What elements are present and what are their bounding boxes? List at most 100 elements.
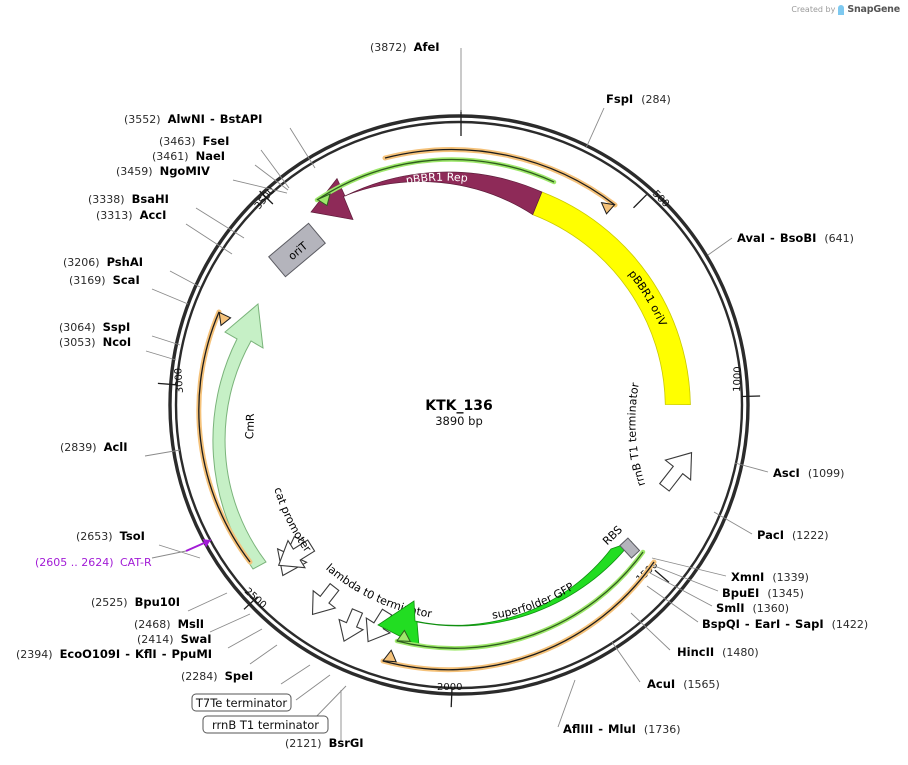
restriction-site-ngomiv[interactable]: (3459) NgoMIV [116, 164, 210, 178]
restriction-site-ecoo109i[interactable]: (2394) EcoO109I - KflI - PpuMI [16, 647, 212, 661]
site-name: NaeI [196, 149, 225, 163]
site-position: (2468) [134, 618, 171, 631]
restriction-site-bsahi[interactable]: (3338) BsaHI [88, 192, 169, 206]
restriction-site-fspi[interactable]: FspI (284) [606, 92, 671, 106]
site-name: AclI [104, 440, 128, 454]
restriction-site-afei[interactable]: (3872) AfeI [370, 40, 440, 54]
site-position: (3313) [96, 209, 133, 222]
site-position: (2525) [91, 596, 128, 609]
site-position: (641) [824, 232, 854, 245]
restriction-site-alwni[interactable]: (3552) AlwNI - BstAPI [124, 112, 262, 126]
restriction-site-afliii[interactable]: AflIII - MluI (1736) [563, 722, 680, 736]
feature-cat-promoter[interactable]: cat promoter [268, 480, 319, 582]
site-separator: - [745, 617, 750, 631]
watermark-brand: SnapGene [847, 4, 900, 15]
site-position: (1736) [644, 723, 681, 736]
restriction-site-scai[interactable]: (3169) ScaI [69, 273, 140, 287]
site-name: BsrGI [329, 736, 364, 750]
restriction-site-asci[interactable]: AscI (1099) [773, 466, 844, 480]
restriction-site-bpuei[interactable]: BpuEI (1345) [722, 586, 804, 600]
feature-pbbr1-oriv[interactable]: pBBR1 oriV [532, 191, 691, 406]
restriction-site-swai[interactable]: (2414) SwaI [137, 632, 212, 646]
site-position: (3461) [152, 150, 189, 163]
feature-label-cmr: CmR [243, 413, 257, 440]
site-position: (3053) [59, 336, 96, 349]
restriction-site-acci[interactable]: (3313) AccI [96, 208, 166, 222]
ruler-tick-3000: 3000 [157, 367, 186, 394]
site-leader-lines [144, 48, 769, 742]
snapgene-watermark: Created by SnapGene [791, 4, 900, 15]
site-position: (3459) [116, 165, 153, 178]
restriction-site-naei[interactable]: (3461) NaeI [152, 149, 225, 163]
site-position: (1345) [767, 587, 804, 600]
site-name: MslI [178, 617, 205, 631]
site-name: XmnI [731, 570, 764, 584]
site-name: PacI [757, 528, 784, 542]
restriction-site-bpu10i[interactable]: (2525) Bpu10I [91, 595, 180, 609]
restriction-site-smli[interactable]: SmlI (1360) [716, 601, 789, 615]
site-name: PshAI [107, 255, 143, 269]
boxed-label-text: rrnB T1 terminator [212, 718, 319, 732]
site-separator: - [598, 722, 603, 736]
restriction-site-msli[interactable]: (2468) MslI [134, 617, 204, 631]
feature-lambda-t0-terminator[interactable]: lambda t0 terminator [301, 560, 444, 649]
restriction-site-acli[interactable]: (2839) AclI [60, 440, 128, 454]
ruler-tick-2000: 2000 [437, 682, 462, 708]
site-name: BstAPI [220, 112, 263, 126]
plasmid-backbone [168, 114, 750, 696]
feature-cmr[interactable]: CmR [212, 303, 267, 570]
site-position: (2121) [285, 737, 322, 750]
restriction-site-avai[interactable]: AvaI - BsoBI (641) [737, 231, 854, 245]
restriction-site-spei[interactable]: (2284) SpeI [181, 669, 253, 683]
site-position: (2394) [16, 648, 53, 661]
ruler-tick-1000: 1000 [732, 366, 761, 398]
feature-label-rrnb-t1: rrnB T1 terminator [625, 381, 648, 488]
feature-superfolder-gfp[interactable]: superfolder GFP [377, 541, 633, 647]
site-name: NcoI [103, 335, 132, 349]
restriction-site-paci[interactable]: PacI (1222) [757, 528, 829, 542]
site-separator: - [125, 647, 130, 661]
site-separator: - [210, 112, 215, 126]
site-position: (3064) [59, 321, 96, 334]
feature-label-lambda-t0: lambda t0 terminator [323, 561, 433, 620]
primer-cat-r-range: (2605 .. 2624) [35, 556, 114, 569]
boxed-label-t7te-terminator[interactable]: T7Te terminator [191, 693, 292, 712]
feature-orit[interactable]: oriT [268, 222, 326, 278]
restriction-site-sspi[interactable]: (3064) SspI [59, 320, 130, 334]
site-position: (1339) [772, 571, 809, 584]
restriction-site-bsrgi[interactable]: (2121) BsrGI [285, 736, 364, 750]
site-name: SspI [103, 320, 131, 334]
boxed-label-rrnb-t1-terminator[interactable]: rrnB T1 terminator [202, 715, 329, 734]
restriction-site-bspqi[interactable]: BspQI - EarI - SapI (1422) [702, 617, 868, 631]
restriction-site-acui[interactable]: AcuI (1565) [647, 677, 720, 691]
restriction-site-tsoi[interactable]: (2653) TsoI [76, 529, 145, 543]
site-name: EarI [755, 617, 781, 631]
site-position: (1480) [722, 646, 759, 659]
restriction-site-hincii[interactable]: HincII (1480) [677, 645, 759, 659]
plasmid-name: KTK_136 [425, 398, 492, 414]
site-name: FseI [203, 134, 230, 148]
site-position: (2839) [60, 441, 97, 454]
primer-arrows-top [314, 147, 618, 215]
site-position: (1422) [832, 618, 869, 631]
primer-arrow-left [196, 309, 253, 565]
primer-cat-r[interactable] [151, 539, 212, 559]
site-name: BspQI [702, 617, 740, 631]
feature-pbbr1-rep[interactable]: pBBR1 Rep [310, 171, 543, 221]
restriction-site-pshai[interactable]: (3206) PshAI [63, 255, 143, 269]
site-name: SpeI [225, 669, 254, 683]
ruler-tick-label: 3000 [173, 367, 186, 393]
restriction-site-ncoi[interactable]: (3053) NcoI [59, 335, 131, 349]
site-position: (2653) [76, 530, 113, 543]
restriction-site-xmni[interactable]: XmnI (1339) [731, 570, 809, 584]
site-name: SapI [795, 617, 824, 631]
site-name: KflI [135, 647, 157, 661]
site-position: (3872) [370, 41, 407, 54]
site-name: TsoI [120, 529, 145, 543]
site-position: (2414) [137, 633, 174, 646]
ruler-ticks: 500 1000 1500 2000 2500 3000 3500 [157, 185, 761, 708]
restriction-site-fsei[interactable]: (3463) FseI [159, 134, 229, 148]
site-name: HincII [677, 645, 714, 659]
site-position: (2284) [181, 670, 218, 683]
